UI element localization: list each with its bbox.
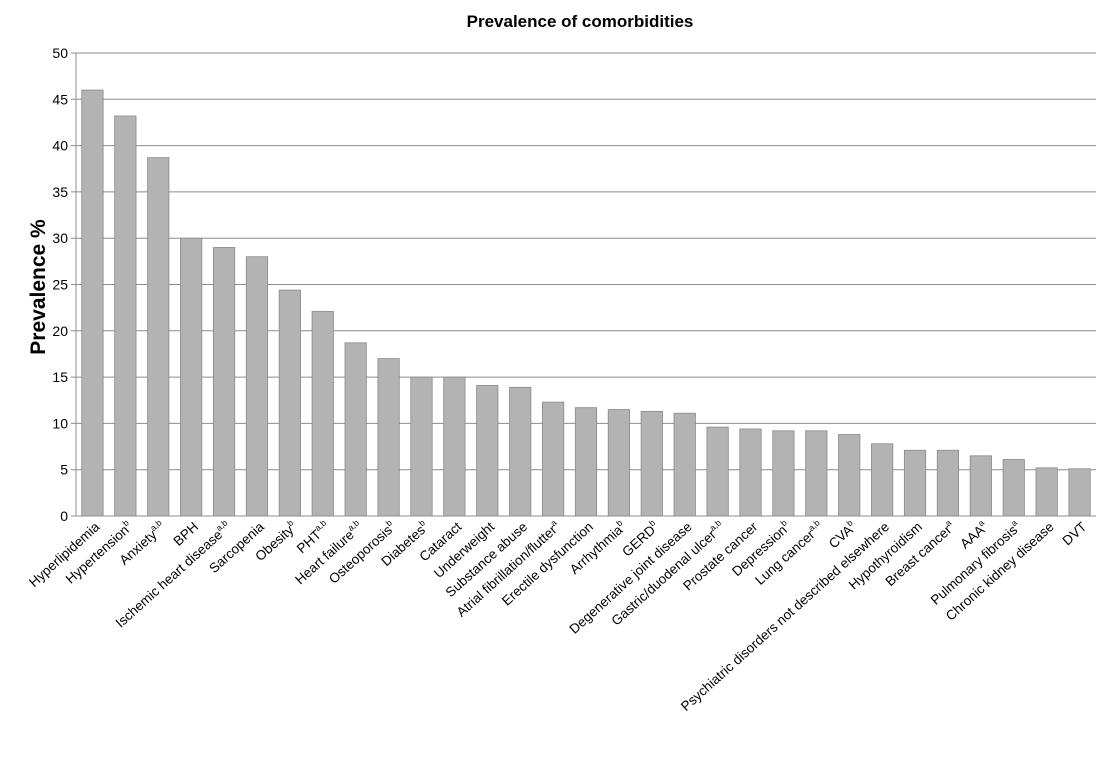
bar (509, 386, 532, 517)
x-tick-label-superscript: a (976, 517, 986, 528)
bar (673, 412, 696, 517)
y-tick-label: 30 (52, 230, 68, 246)
y-tick-label: 25 (52, 277, 68, 293)
y-tick-labels: 0 5 10 15 20 25 30 35 40 45 50 (52, 45, 68, 524)
y-tick-label: 15 (52, 369, 68, 385)
bar (640, 410, 663, 517)
y-axis-label: Prevalence % (27, 219, 50, 355)
chart-title: Prevalence of comorbidities (467, 12, 694, 31)
bar (871, 443, 894, 517)
bar (772, 430, 795, 517)
x-tick-label: DVT (1059, 519, 1089, 548)
y-tick-label: 5 (60, 462, 68, 478)
bar (278, 289, 301, 517)
x-tick-label-text: DVT (1059, 519, 1089, 548)
x-tick-label-superscript: a (1009, 517, 1019, 528)
y-tick-label: 50 (52, 45, 68, 61)
bar (377, 358, 400, 517)
x-tick-label-superscript: b (120, 517, 130, 528)
x-tick-label-superscript: b (779, 517, 789, 528)
bar (476, 385, 499, 517)
y-tick-label: 40 (52, 138, 68, 154)
bar (81, 89, 104, 517)
x-tick-label-superscript: b (417, 517, 427, 528)
bar (805, 430, 828, 517)
bar (739, 428, 762, 517)
bar (838, 434, 861, 517)
bar (706, 426, 729, 517)
bars (81, 89, 1091, 517)
bar (245, 256, 269, 517)
bar (903, 449, 927, 517)
y-tick-label: 35 (52, 184, 68, 200)
y-tick-label: 0 (60, 508, 68, 524)
x-tick-label-superscript: b (647, 517, 657, 528)
bar (936, 449, 960, 517)
bar (410, 376, 433, 517)
x-tick-label-superscript: a (548, 517, 558, 528)
bar (180, 237, 203, 517)
x-tick-label-superscript: b (285, 517, 295, 528)
bar (542, 401, 565, 517)
bar (147, 157, 170, 517)
grid-lines (71, 52, 1096, 517)
bar (443, 376, 466, 517)
bar (212, 247, 236, 517)
x-tick-label-superscript: b (614, 517, 624, 528)
bar (607, 409, 630, 517)
y-tick-label: 45 (52, 91, 68, 107)
bar (311, 310, 334, 517)
bar (114, 115, 137, 517)
y-tick-label: 20 (52, 323, 68, 339)
bar (1068, 468, 1091, 517)
bar (1002, 459, 1025, 517)
x-tick-label-text: Ischemic heart disease (113, 527, 226, 631)
x-tick-label-superscript: b (384, 517, 394, 528)
bar (574, 407, 598, 517)
bar (344, 342, 367, 517)
bar (969, 455, 992, 517)
bar (1035, 467, 1058, 517)
x-tick-label-superscript: b (844, 517, 854, 528)
y-tick-label: 10 (52, 415, 68, 431)
x-tick-label-superscript: a (943, 517, 953, 528)
